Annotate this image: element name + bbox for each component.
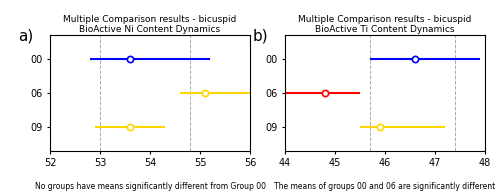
Text: b): b) — [253, 29, 268, 44]
Title: Multiple Comparison results - bicuspid
BioActive Ni Content Dynamics: Multiple Comparison results - bicuspid B… — [64, 14, 236, 34]
Title: Multiple Comparison results - bicuspid
BioActive Ti Content Dynamics: Multiple Comparison results - bicuspid B… — [298, 14, 472, 34]
Text: No groups have means significantly different from Group 00: No groups have means significantly diffe… — [34, 182, 266, 191]
Text: a): a) — [18, 29, 33, 44]
Text: The means of groups 00 and 06 are significantly different: The means of groups 00 and 06 are signif… — [274, 182, 496, 191]
